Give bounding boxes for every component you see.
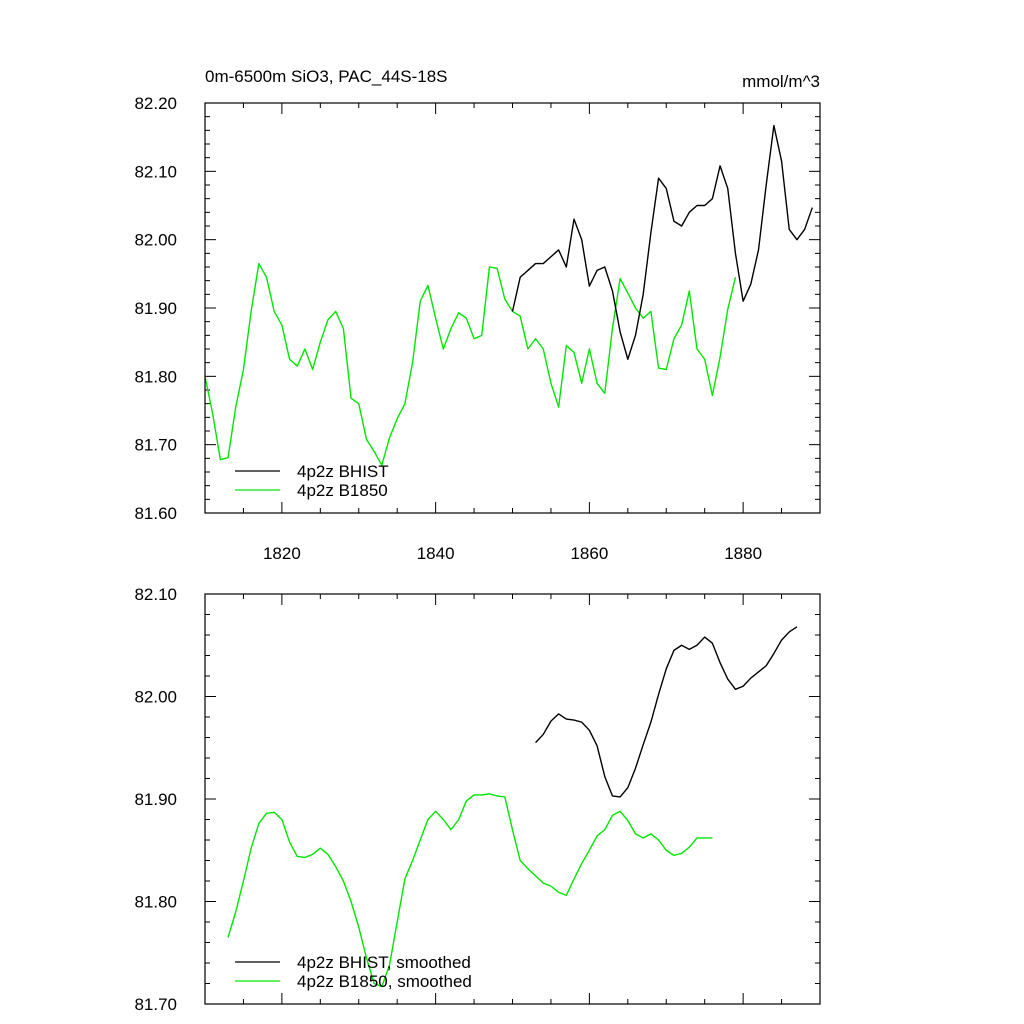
top-panel-frame [204,102,821,514]
legend-label-b1850: 4p2z B1850 [297,481,388,500]
series-line-1 [204,262,737,466]
bottom-panel-frame [204,593,821,1005]
y-tick-label: 82.00 [134,688,177,707]
series-line-0 [511,124,813,360]
y-tick-label: 82.10 [134,162,177,181]
x-tick-label: 1820 [263,544,301,563]
chart-title: 0m-6500m SiO3, PAC_44S-18S [205,67,448,86]
x-tick-label: 1880 [724,544,762,563]
bottom-panel-legend: 4p2z BHIST, smoothed 4p2z B1850, smoothe… [235,953,472,991]
legend-label-bhist: 4p2z BHIST [297,462,389,481]
bottom-panel-ticks: 81.70 81.80 81.90 82.00 82.10 [134,585,821,1014]
top-panel-series [204,124,813,466]
x-tick-label: 1840 [417,544,455,563]
y-tick-label: 81.70 [134,995,177,1014]
y-tick-label: 81.80 [134,893,177,912]
bottom-panel: 81.70 81.80 81.90 82.00 82.10 4p2z BHIST, sm… [134,585,821,1014]
y-tick-label: 82.20 [134,94,177,113]
y-tick-label: 81.70 [134,436,177,455]
series-line-1 [227,793,713,988]
y-tick-label: 82.00 [134,231,177,250]
y-tick-label: 81.60 [134,504,177,523]
bottom-panel-series [227,626,798,988]
y-tick-label: 81.90 [134,790,177,809]
x-tick-label: 1860 [570,544,608,563]
y-tick-label: 81.90 [134,299,177,318]
top-panel-ticks: 1820 1840 1860 1880 81.60 81.70 81.80 81.90 82.0… [134,94,821,563]
legend-label-bhist-smoothed: 4p2z BHIST, smoothed [297,953,471,972]
y-tick-label: 82.10 [134,585,177,604]
units-label: mmol/m^3 [742,72,820,91]
top-panel-legend: 4p2z BHIST 4p2z B1850 [235,462,389,500]
legend-label-b1850-smoothed: 4p2z B1850, smoothed [297,972,472,991]
top-panel: 0m-6500m SiO3, PAC_44S-18S mmol/m^3 1820… [134,67,821,563]
series-line-0 [535,626,798,798]
y-tick-label: 81.80 [134,367,177,386]
